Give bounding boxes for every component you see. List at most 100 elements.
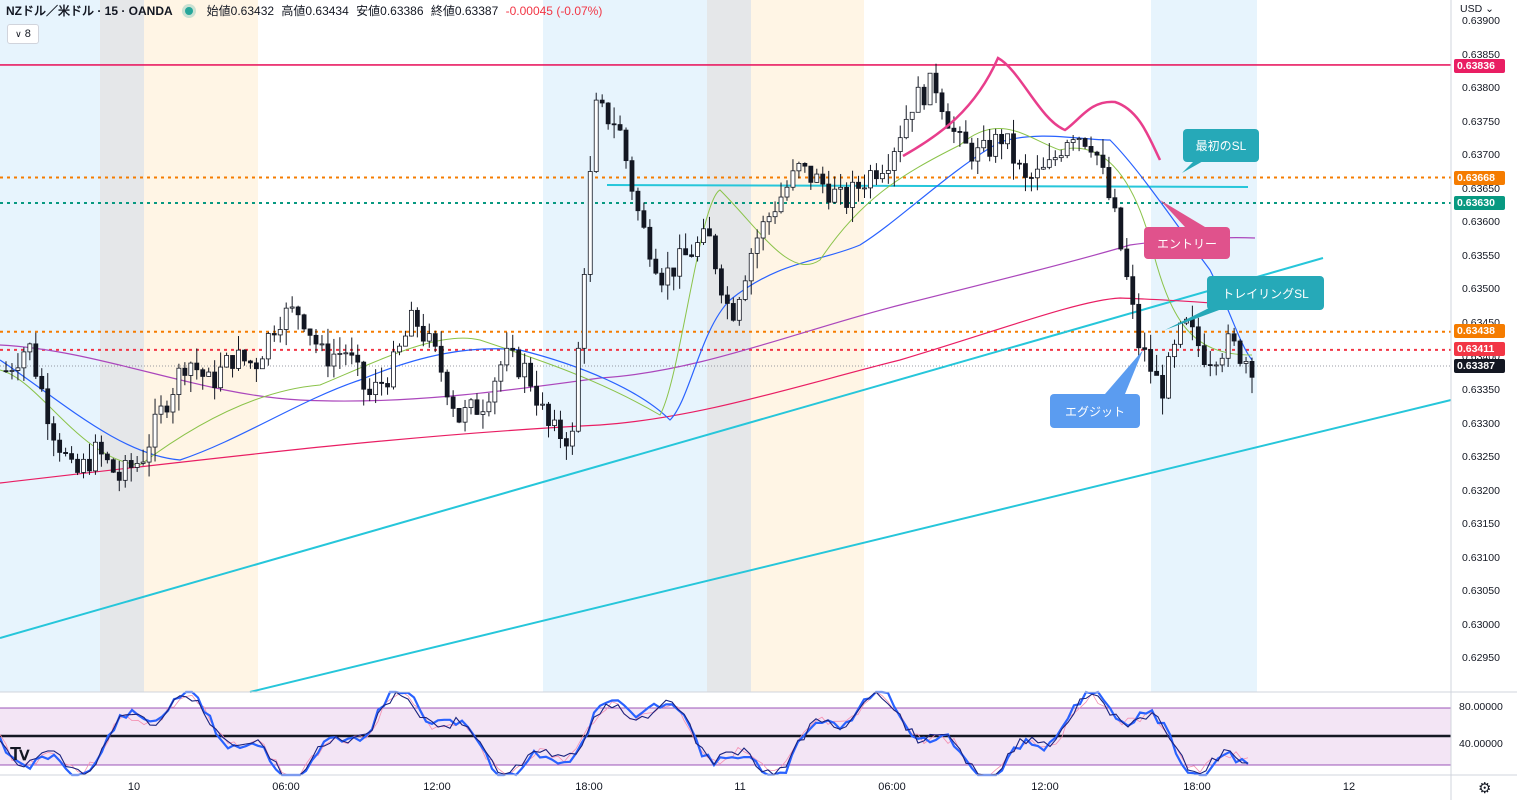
time-axis-label: 06:00	[272, 781, 300, 793]
candle-body	[152, 413, 158, 448]
osc-axis-label: 40.00000	[1459, 738, 1503, 750]
candle-body	[51, 423, 57, 441]
candle-body	[921, 86, 927, 106]
callout-entry: エントリー	[1144, 227, 1230, 259]
candle-body	[75, 458, 80, 473]
candle-body	[1136, 303, 1142, 349]
candle-body	[957, 131, 963, 133]
candle-body	[528, 362, 534, 387]
tradingview-logo[interactable]: T𝗏	[10, 744, 30, 764]
candle-body	[593, 99, 599, 172]
callout-trailing-sl-text: トレイリングSL	[1222, 286, 1309, 301]
price-axis-label: 0.63300	[1462, 417, 1500, 430]
candle-body	[385, 383, 390, 388]
candle-body	[277, 329, 283, 336]
candle-body	[641, 210, 647, 228]
gear-icon[interactable]: ⚙	[1478, 780, 1492, 797]
candle-body	[659, 272, 665, 286]
candle-body	[724, 294, 730, 304]
candle-body	[212, 371, 218, 389]
candle-body	[182, 367, 188, 376]
candle-body	[313, 334, 319, 345]
callout-exit: エグジット	[1050, 394, 1140, 428]
price-axis-label: 0.63100	[1462, 551, 1500, 564]
candle-body	[874, 170, 879, 180]
candle-body	[1154, 370, 1160, 376]
candle-body	[480, 411, 486, 415]
candle-body	[391, 351, 396, 388]
symbol-legend: NZドル／米ドル · 15 · OANDA 始値0.63432 高値0.6343…	[6, 2, 606, 19]
currency-label[interactable]: USD ⌄	[1460, 3, 1494, 15]
callout-exit-text: エグジット	[1064, 404, 1125, 419]
callout-entry-pointer	[1160, 200, 1205, 227]
candle-body	[468, 399, 474, 409]
candle-body	[33, 343, 39, 377]
candle-body	[1106, 167, 1112, 199]
symbol-name[interactable]: NZドル／米ドル · 15 · OANDA	[6, 4, 173, 18]
candle-body	[850, 181, 855, 208]
candle-body	[1160, 374, 1165, 399]
candle-body	[1130, 276, 1136, 305]
candle-body	[1178, 322, 1183, 345]
candle-body	[623, 129, 629, 162]
price-axis-label: 0.63600	[1462, 216, 1500, 229]
candle-body	[1213, 364, 1219, 367]
candle-body	[564, 438, 569, 447]
candle-body	[9, 370, 15, 372]
candle-body	[1034, 168, 1040, 179]
candle-body	[575, 347, 581, 432]
session-band	[707, 0, 751, 692]
candle-body	[39, 375, 45, 390]
change-value: -0.00045 (-0.07%)	[505, 4, 603, 18]
candle-body	[814, 173, 820, 183]
session-band	[144, 0, 258, 692]
candle-body	[790, 170, 796, 188]
candle-body	[194, 362, 200, 371]
candle-body	[1082, 138, 1088, 147]
candle-body	[1207, 364, 1213, 366]
candle-body	[414, 309, 420, 327]
candle-body	[1201, 345, 1207, 365]
candle-body	[736, 299, 742, 321]
indicators-toggle[interactable]: ∨ 8	[7, 24, 39, 44]
candle-body	[331, 353, 337, 367]
callout-first-sl-pointer	[1182, 160, 1205, 173]
candle-body	[1219, 357, 1225, 366]
candle-body	[1100, 154, 1106, 168]
time-axis-label: 12	[1342, 781, 1356, 793]
candle-body	[1148, 349, 1154, 372]
candle-body	[826, 183, 832, 203]
callout-first-sl: 最初のSL	[1183, 129, 1259, 162]
candle-body	[259, 358, 265, 370]
candle-body	[993, 133, 999, 157]
candle-body	[951, 127, 957, 132]
candle-body	[403, 335, 408, 347]
ma-long-red	[0, 297, 1256, 484]
osc-d-line	[0, 691, 1249, 776]
candle-body	[1225, 333, 1231, 359]
candle-body	[21, 351, 27, 369]
candle-body	[617, 124, 623, 131]
candle-body	[933, 72, 939, 94]
candle-body	[1040, 166, 1046, 170]
price-axis-label: 0.63150	[1462, 518, 1500, 531]
price-axis-label: 0.63250	[1462, 451, 1500, 464]
candle-body	[397, 345, 402, 353]
ema-blue	[0, 135, 1253, 461]
price-axis-label: 0.63050	[1462, 585, 1500, 598]
candle-body	[1076, 138, 1082, 141]
candle-body	[230, 355, 235, 369]
price-tag: 0.63668	[1454, 171, 1505, 185]
candle-body	[540, 403, 545, 406]
price-axis-label: 0.63350	[1462, 384, 1500, 397]
candle-body	[337, 353, 343, 355]
candle-body	[408, 309, 414, 337]
candle-body	[104, 453, 110, 461]
candle-body	[730, 303, 736, 321]
price-axis-label: 0.63800	[1462, 82, 1500, 95]
candle-body	[301, 314, 307, 330]
candle-body	[87, 458, 92, 472]
candle-body	[206, 371, 212, 377]
candle-body	[224, 355, 229, 368]
